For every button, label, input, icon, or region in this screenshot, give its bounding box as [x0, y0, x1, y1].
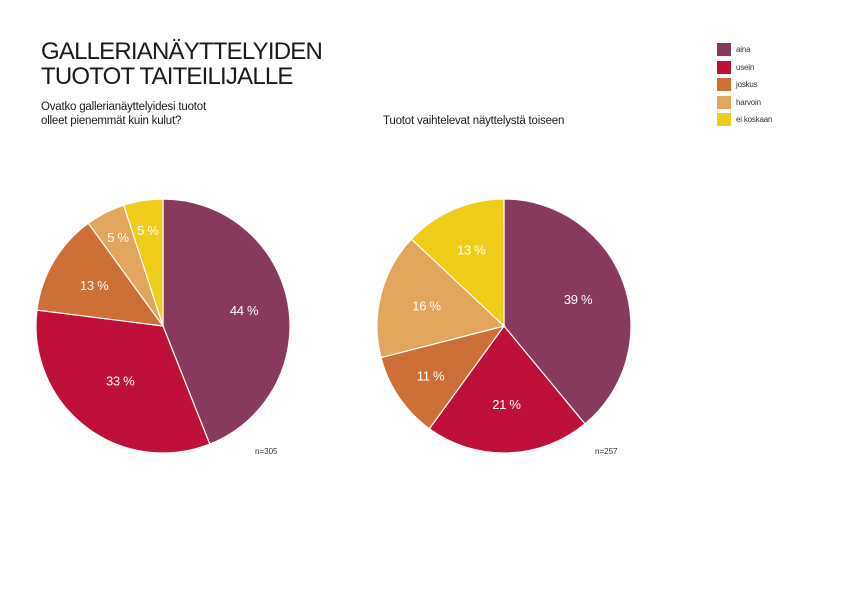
pie-2-label-ei-koskaan: 13 %: [457, 243, 486, 258]
legend-item-usein: usein: [717, 59, 772, 77]
pie-1-n-label: n=305: [255, 447, 278, 456]
pie-1-label-usein: 33 %: [106, 374, 135, 389]
pie-2-slice-joskus: [380, 325, 506, 430]
pie-1-question: Ovatko gallerianäyttelyidesi tuotot olle…: [41, 100, 206, 128]
pie-1-slice-ei-koskaan: [122, 198, 164, 327]
pie-2-slice-aina: [503, 198, 632, 425]
pie-2-label-usein: 21 %: [492, 397, 521, 412]
pie-2: 39 % 21 % 11 % 16 % 13 % n=257: [376, 198, 632, 456]
pie-1-label-aina: 44 %: [230, 303, 259, 318]
legend-label-usein: usein: [736, 62, 755, 72]
legend-swatch-joskus: [717, 78, 731, 92]
pie-1-label-joskus: 13 %: [80, 278, 109, 293]
legend-label-aina: aina: [736, 45, 751, 55]
legend-item-aina: aina: [717, 41, 772, 59]
pie-2-label-harvoin: 16 %: [412, 299, 441, 314]
pie-1-slice-aina: [162, 198, 291, 445]
pie-2-question: Tuotot vaihtelevat näyttelystä toiseen: [383, 114, 564, 128]
legend-swatch-ei-koskaan: [717, 113, 731, 127]
pie-1-slice-usein: [35, 309, 211, 454]
legend-swatch-harvoin: [717, 95, 731, 109]
pie-1-label-harvoin: 5 %: [107, 230, 129, 245]
legend-item-ei-koskaan: ei koskaan: [717, 111, 772, 129]
legend-item-harvoin: harvoin: [717, 94, 772, 112]
chart-title-line-2: TUOTOT TAITEILIJALLE: [41, 63, 293, 90]
legend-label-joskus: joskus: [736, 80, 758, 90]
pie-2-slice-harvoin: [376, 238, 506, 359]
pie-2-slice-ei-koskaan: [410, 198, 505, 328]
legend-label-harvoin: harvoin: [736, 97, 761, 107]
pie-1-question-line-2: olleet pienemmät kuin kulut?: [41, 115, 182, 127]
pie-2-n-label: n=257: [595, 447, 618, 456]
pie-2-label-aina: 39 %: [564, 292, 593, 307]
pie-2-slice-usein: [428, 325, 586, 454]
chart-title-line-1: GALLERIANÄYTTELYIDEN: [41, 38, 323, 65]
chart-title: GALLERIANÄYTTELYIDEN TUOTOT TAITEILIJALL…: [41, 38, 323, 90]
legend-swatch-aina: [717, 43, 731, 57]
pie-2-question-line-1: Tuotot vaihtelevat näyttelystä toiseen: [383, 115, 565, 127]
legend-item-joskus: joskus: [717, 76, 772, 94]
legend-label-ei-koskaan: ei koskaan: [736, 115, 773, 125]
legend-swatch-usein: [717, 60, 731, 74]
pie-1-label-ei-koskaan: 5 %: [137, 223, 159, 238]
pie-1-slice-joskus: [36, 222, 165, 327]
legend: aina usein joskus harvoin ei koskaan: [717, 41, 772, 129]
pie-2-label-joskus: 11 %: [417, 368, 445, 383]
pie-1-question-line-1: Ovatko gallerianäyttelyidesi tuotot: [41, 101, 206, 113]
pie-1: 44 % 33 % 13 % 5 % 5 % n=305: [35, 198, 291, 456]
